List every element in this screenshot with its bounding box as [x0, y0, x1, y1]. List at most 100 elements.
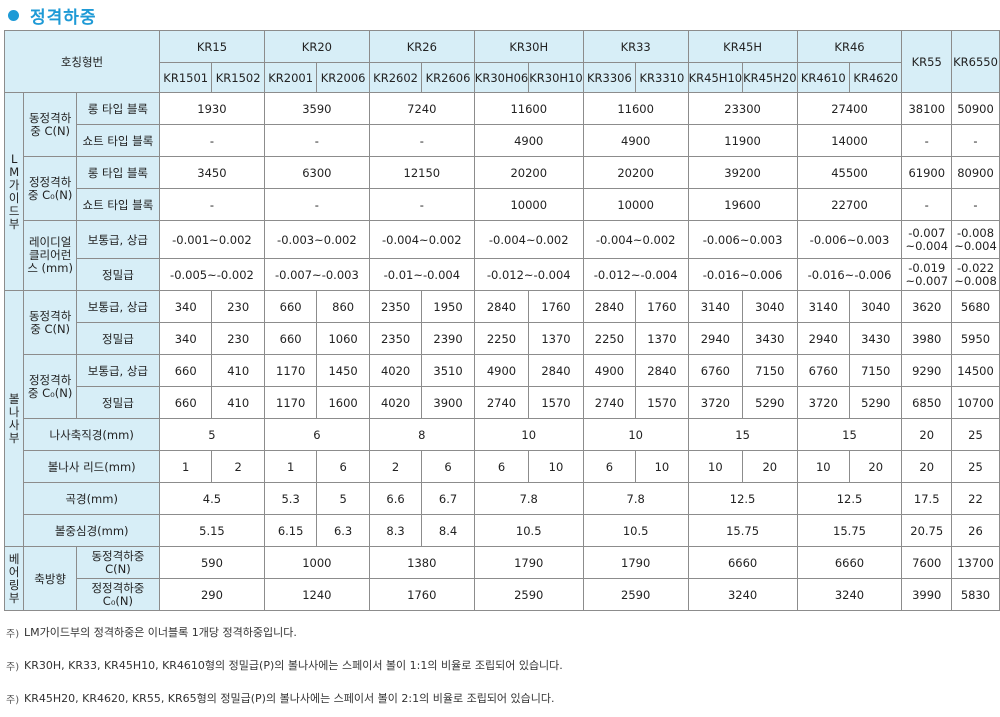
- table-cell: 290: [158, 578, 265, 611]
- table-cell: 3430: [742, 322, 798, 355]
- table-cell: 340: [158, 290, 213, 323]
- model-sub-header: KR1501: [158, 62, 213, 93]
- table-cell: -0.006~0.003: [796, 220, 903, 259]
- table-cell: 11600: [473, 92, 584, 125]
- table-cell: 1790: [582, 546, 689, 579]
- table-cell: 410: [211, 386, 265, 419]
- table-cell: 11900: [687, 124, 798, 157]
- model-sub-header: KR3310: [635, 62, 689, 93]
- table-cell: 2740: [582, 386, 637, 419]
- table-cell: 20: [901, 418, 952, 451]
- row-label-lead: 볼나사 리드(mm): [23, 450, 160, 483]
- table-cell: 1760: [528, 290, 584, 323]
- table-cell: 2740: [473, 386, 530, 419]
- table-cell: 1240: [263, 578, 370, 611]
- table-cell: 4900: [473, 354, 530, 387]
- table-cell: -0.012~-0.004: [473, 258, 584, 291]
- table-cell: 660: [263, 290, 318, 323]
- table-cell: 1570: [635, 386, 689, 419]
- note-mark: 주): [6, 628, 20, 640]
- model-sub-header: KR4610: [796, 62, 851, 93]
- table-cell: 10: [687, 450, 744, 483]
- model-sub-header: KR3306: [582, 62, 637, 93]
- table-cell: 1760: [368, 578, 475, 611]
- table-cell: 3900: [421, 386, 475, 419]
- table-cell: 3140: [796, 290, 851, 323]
- table-cell: 20: [742, 450, 798, 483]
- bullet-icon: [8, 9, 19, 21]
- table-cell: -0.005~-0.002: [158, 258, 265, 291]
- table-cell: 2840: [635, 354, 689, 387]
- row-label-ball-center-diameter: 볼중심경(mm): [23, 514, 160, 547]
- table-cell: 230: [211, 290, 265, 323]
- table-cell: 2840: [473, 290, 530, 323]
- table-cell: 14500: [951, 354, 1000, 387]
- table-cell: 15.75: [687, 514, 798, 547]
- model-sub-header: KR2602: [368, 62, 423, 93]
- table-cell: 10: [582, 418, 689, 451]
- table-cell: 860: [316, 290, 370, 323]
- table-cell: 12150: [368, 156, 475, 189]
- table-cell: -0.004~0.002: [473, 220, 584, 259]
- model-group-header: KR33: [582, 30, 689, 63]
- row-label-dynamic-load: 동정격하중 C(N): [23, 92, 77, 157]
- row-label-dynamic-load: 동정격하중 C(N): [75, 546, 160, 579]
- table-cell: 22: [951, 482, 1000, 515]
- model-sub-header: KR2001: [263, 62, 318, 93]
- table-cell: -0.007 ~0.004: [901, 220, 952, 259]
- model-sub-header: KR45H20: [742, 62, 798, 93]
- table-cell: -0.001~0.002: [158, 220, 265, 259]
- table-cell: 3590: [263, 92, 370, 125]
- table-cell: 1930: [158, 92, 265, 125]
- table-cell: 3620: [901, 290, 952, 323]
- table-cell: 6.15: [263, 514, 318, 547]
- row-label-axial: 축방향: [23, 546, 77, 611]
- table-cell: -: [263, 124, 370, 157]
- table-cell: 660: [263, 322, 318, 355]
- model-group-header: KR26: [368, 30, 475, 63]
- table-cell: 6300: [263, 156, 370, 189]
- table-cell: 3240: [796, 578, 903, 611]
- table-cell: -0.019 ~0.007: [901, 258, 952, 291]
- table-cell: 7600: [901, 546, 952, 579]
- row-label-dynamic-load: 동정격하중 C(N): [23, 290, 77, 355]
- table-cell: 20200: [473, 156, 584, 189]
- table-cell: 1370: [635, 322, 689, 355]
- model-sub-header: KR4620: [848, 62, 903, 93]
- table-cell: 15.75: [796, 514, 903, 547]
- table-cell: 2840: [528, 354, 584, 387]
- table-cell: 2250: [473, 322, 530, 355]
- table-cell: 6.6: [368, 482, 423, 515]
- table-cell: 27400: [796, 92, 903, 125]
- table-cell: 20: [848, 450, 903, 483]
- table-cell: 7240: [368, 92, 475, 125]
- table-cell: 12.5: [687, 482, 798, 515]
- table-cell: 9290: [901, 354, 952, 387]
- table-cell: 17.5: [901, 482, 952, 515]
- table-cell: 340: [158, 322, 213, 355]
- table-cell: 26: [951, 514, 1000, 547]
- table-cell: 5680: [951, 290, 1000, 323]
- row-label-precision-grade: 정밀급: [75, 322, 160, 355]
- table-cell: 3990: [901, 578, 952, 611]
- table-cell: -0.007~-0.003: [263, 258, 370, 291]
- table-cell: 4900: [582, 354, 637, 387]
- table-cell: 6.7: [421, 482, 475, 515]
- table-cell: 2: [211, 450, 265, 483]
- model-group-header: KR45H: [687, 30, 798, 63]
- table-cell: 25: [951, 450, 1000, 483]
- table-cell: 6660: [687, 546, 798, 579]
- footnote-text: KR30H, KR33, KR45H10, KR4610형의 정밀급(P)의 볼…: [24, 659, 563, 672]
- model-group-header: KR15: [158, 30, 265, 63]
- table-cell: 13700: [951, 546, 1000, 579]
- table-cell: 10: [473, 418, 584, 451]
- table-cell: 1: [263, 450, 318, 483]
- table-cell: 1: [158, 450, 213, 483]
- table-cell: 15: [796, 418, 903, 451]
- table-cell: 61900: [901, 156, 952, 189]
- table-cell: 7.8: [473, 482, 584, 515]
- table-cell: 10: [796, 450, 851, 483]
- footnote: 주) KR30H, KR33, KR45H10, KR4610형의 정밀급(P)…: [6, 655, 563, 675]
- table-cell: -: [368, 188, 475, 221]
